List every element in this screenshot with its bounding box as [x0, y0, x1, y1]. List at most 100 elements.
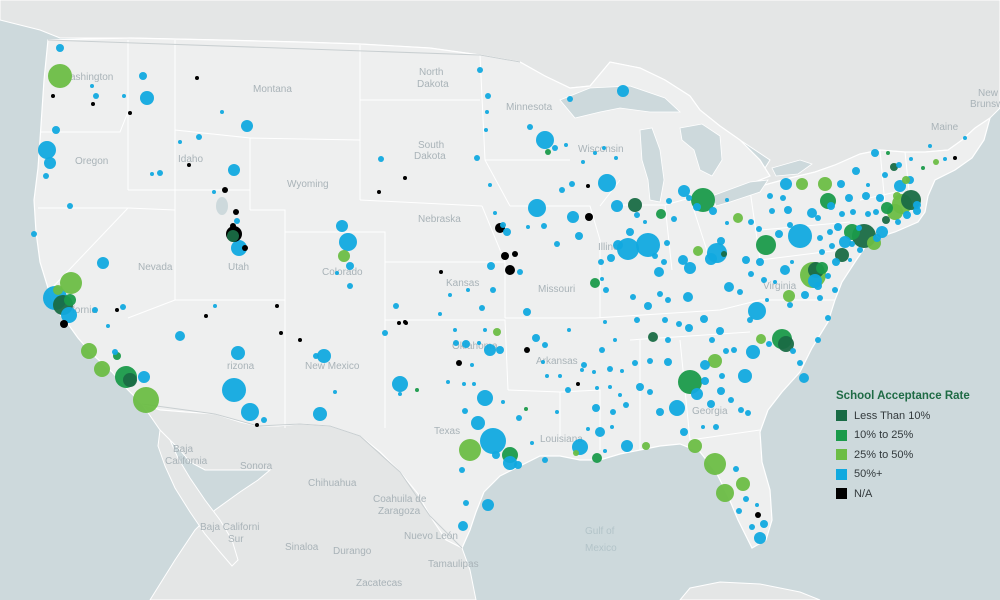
- school-marker-50plus[interactable]: [725, 221, 729, 225]
- school-marker-50plus[interactable]: [876, 194, 884, 202]
- school-marker-na[interactable]: [128, 111, 132, 115]
- school-marker-50plus[interactable]: [603, 287, 609, 293]
- school-marker-50plus[interactable]: [746, 345, 760, 359]
- school-marker-50plus[interactable]: [565, 387, 571, 393]
- school-marker-50plus[interactable]: [595, 386, 599, 390]
- school-marker-50plus[interactable]: [592, 370, 596, 374]
- school-marker-25to50[interactable]: [53, 285, 63, 295]
- school-marker-50plus[interactable]: [825, 273, 831, 279]
- school-marker-50plus[interactable]: [662, 317, 668, 323]
- school-marker-50plus[interactable]: [738, 407, 744, 413]
- school-marker-50plus[interactable]: [213, 304, 217, 308]
- school-marker-10to25[interactable]: [656, 209, 666, 219]
- school-marker-50plus[interactable]: [761, 277, 767, 283]
- school-marker-50plus[interactable]: [685, 324, 693, 332]
- school-marker-25to50[interactable]: [48, 64, 72, 88]
- school-marker-50plus[interactable]: [569, 181, 575, 187]
- school-marker-25to50[interactable]: [756, 334, 766, 344]
- school-marker-50plus[interactable]: [707, 400, 715, 408]
- school-marker-25to50[interactable]: [94, 361, 110, 377]
- school-marker-10to25[interactable]: [756, 235, 776, 255]
- school-marker-50plus[interactable]: [623, 402, 629, 408]
- school-marker-50plus[interactable]: [634, 317, 640, 323]
- school-marker-50plus[interactable]: [542, 457, 548, 463]
- school-marker-50plus[interactable]: [462, 340, 470, 348]
- school-marker-50plus[interactable]: [755, 503, 759, 507]
- school-marker-50plus[interactable]: [848, 258, 852, 262]
- school-marker-50plus[interactable]: [665, 337, 671, 343]
- school-marker-50plus[interactable]: [56, 44, 64, 52]
- school-marker-50plus[interactable]: [765, 298, 769, 302]
- school-marker-50plus[interactable]: [517, 269, 523, 275]
- school-marker-50plus[interactable]: [725, 198, 729, 202]
- school-marker-50plus[interactable]: [839, 211, 845, 217]
- school-marker-10to25[interactable]: [678, 370, 702, 394]
- school-marker-50plus[interactable]: [378, 156, 384, 162]
- school-marker-50plus[interactable]: [610, 425, 614, 429]
- school-marker-50plus[interactable]: [766, 341, 772, 347]
- school-marker-50plus[interactable]: [700, 360, 710, 370]
- school-marker-50plus[interactable]: [558, 374, 562, 378]
- school-marker-50plus[interactable]: [788, 224, 812, 248]
- school-marker-na[interactable]: [204, 314, 208, 318]
- school-marker-na[interactable]: [953, 156, 957, 160]
- school-marker-50plus[interactable]: [602, 146, 606, 150]
- school-marker-50plus[interactable]: [815, 337, 821, 343]
- school-marker-25to50[interactable]: [933, 159, 939, 165]
- school-marker-50plus[interactable]: [832, 258, 840, 266]
- school-marker-50plus[interactable]: [678, 255, 688, 265]
- school-marker-50plus[interactable]: [38, 141, 56, 159]
- school-marker-50plus[interactable]: [652, 253, 658, 259]
- school-marker-50plus[interactable]: [231, 346, 245, 360]
- school-marker-50plus[interactable]: [634, 212, 640, 218]
- school-marker-50plus[interactable]: [664, 358, 672, 366]
- school-marker-50plus[interactable]: [313, 407, 327, 421]
- school-marker-50plus[interactable]: [716, 327, 724, 335]
- school-marker-50plus[interactable]: [471, 416, 485, 430]
- school-marker-50plus[interactable]: [903, 211, 911, 219]
- school-marker-50plus[interactable]: [780, 195, 786, 201]
- school-marker-50plus[interactable]: [745, 410, 751, 416]
- school-marker-50plus[interactable]: [477, 341, 481, 345]
- school-marker-50plus[interactable]: [581, 160, 585, 164]
- school-marker-50plus[interactable]: [815, 215, 821, 221]
- school-marker-50plus[interactable]: [599, 347, 605, 353]
- school-marker-50plus[interactable]: [790, 260, 794, 264]
- school-marker-50plus[interactable]: [542, 342, 548, 348]
- school-marker-50plus[interactable]: [234, 218, 240, 224]
- school-marker-50plus[interactable]: [496, 346, 504, 354]
- school-marker-50plus[interactable]: [862, 192, 870, 200]
- school-marker-50plus[interactable]: [829, 243, 835, 249]
- school-marker-50plus[interactable]: [567, 328, 571, 332]
- school-marker-25to50[interactable]: [783, 290, 795, 302]
- school-marker-50plus[interactable]: [313, 353, 319, 359]
- school-marker-50plus[interactable]: [700, 315, 708, 323]
- school-marker-10to25[interactable]: [545, 149, 551, 155]
- school-marker-na[interactable]: [91, 102, 95, 106]
- school-marker-50plus[interactable]: [827, 229, 833, 235]
- school-marker-25to50[interactable]: [708, 354, 722, 368]
- school-marker-50plus[interactable]: [737, 289, 743, 295]
- school-marker-50plus[interactable]: [678, 185, 690, 197]
- school-marker-50plus[interactable]: [106, 324, 110, 328]
- school-marker-na[interactable]: [439, 270, 443, 274]
- school-marker-50plus[interactable]: [347, 283, 353, 289]
- school-marker-lt10[interactable]: [835, 248, 849, 262]
- school-marker-50plus[interactable]: [446, 380, 450, 384]
- school-marker-50plus[interactable]: [90, 84, 94, 88]
- school-marker-50plus[interactable]: [857, 247, 863, 253]
- school-marker-50plus[interactable]: [470, 363, 474, 367]
- school-marker-50plus[interactable]: [909, 157, 913, 161]
- school-marker-50plus[interactable]: [157, 170, 163, 176]
- school-marker-50plus[interactable]: [545, 374, 549, 378]
- school-marker-50plus[interactable]: [92, 307, 98, 313]
- school-marker-50plus[interactable]: [856, 225, 862, 231]
- school-marker-50plus[interactable]: [636, 383, 644, 391]
- school-marker-25to50[interactable]: [688, 439, 702, 453]
- school-marker-50plus[interactable]: [140, 91, 154, 105]
- school-marker-50plus[interactable]: [382, 330, 388, 336]
- school-marker-25to50[interactable]: [338, 250, 350, 262]
- school-marker-50plus[interactable]: [656, 408, 664, 416]
- school-marker-lt10[interactable]: [628, 198, 642, 212]
- school-marker-50plus[interactable]: [728, 397, 734, 403]
